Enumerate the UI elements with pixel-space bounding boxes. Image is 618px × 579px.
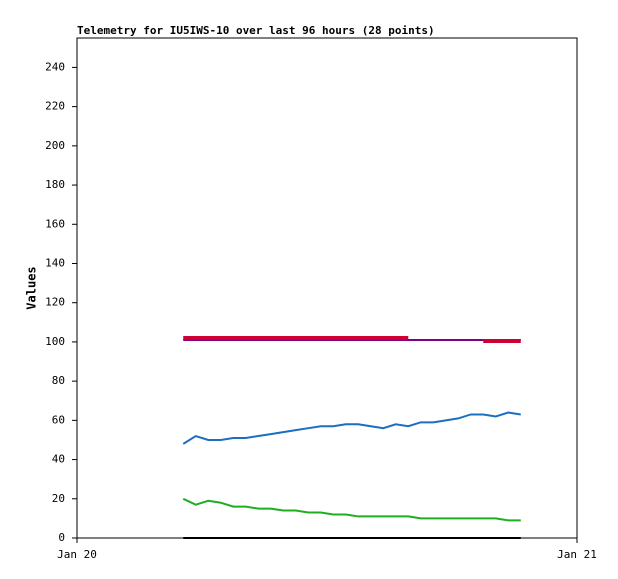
y-axis-label: Values xyxy=(25,266,39,309)
y-tick-label: 20 xyxy=(52,492,65,505)
series-line xyxy=(182,497,521,522)
series-line xyxy=(182,411,521,445)
y-tick-label: 80 xyxy=(52,374,65,387)
plot-frame xyxy=(76,37,578,539)
y-tick-label: 60 xyxy=(52,413,65,426)
y-tick-label: 160 xyxy=(45,217,65,230)
y-tick-label: 240 xyxy=(45,60,65,73)
y-tick-label: 120 xyxy=(45,296,65,309)
y-tick-label: 200 xyxy=(45,139,65,152)
y-tick-label: 100 xyxy=(45,335,65,348)
y-tick-label: 0 xyxy=(58,531,65,544)
chart-title: Telemetry for IU5IWS-10 over last 96 hou… xyxy=(77,24,435,37)
y-tick-label: 140 xyxy=(45,256,65,269)
y-tick-label: 180 xyxy=(45,178,65,191)
y-tick-label: 40 xyxy=(52,453,65,466)
x-tick-label: Jan 20 xyxy=(57,548,97,561)
x-tick-label: Jan 21 xyxy=(557,548,597,561)
y-tick-label: 220 xyxy=(45,100,65,113)
